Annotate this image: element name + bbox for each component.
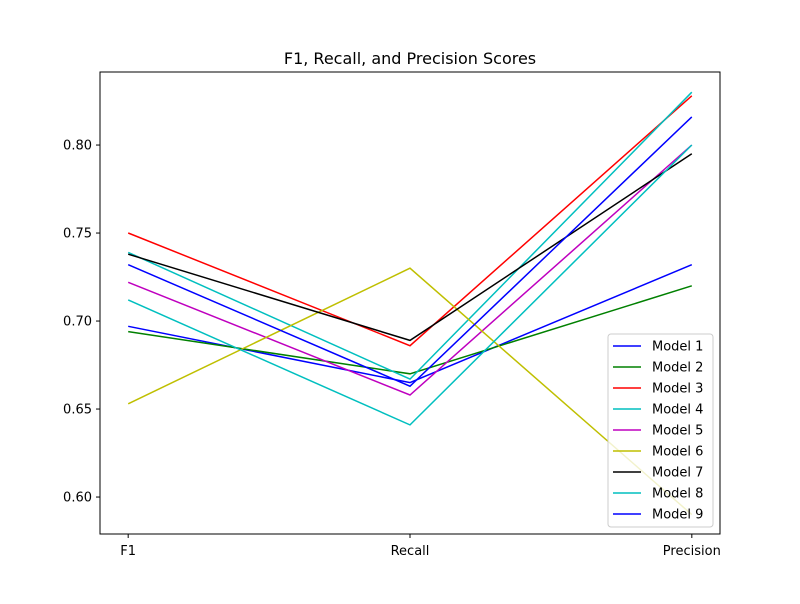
legend-label: Model 5 [652,424,703,439]
series-line-model-6 [127,267,693,516]
y-tick-label: 0.70 [63,315,92,330]
legend-label: Model 9 [652,508,703,523]
legend-entry: Model 6 [613,445,703,460]
legend-label: Model 6 [652,445,703,460]
legend-entry: Model 8 [613,487,703,502]
y-tick-label: 0.60 [63,491,92,506]
series-line-model-2 [128,285,693,375]
legend-entry: Model 9 [613,508,703,523]
legend-entry: Model 4 [613,403,703,418]
y-tick-label: 0.65 [63,403,92,418]
series-line-model-3 [127,95,693,347]
series-line-model-4 [127,91,693,380]
y-tick-label: 0.75 [63,227,92,242]
x-tick-label: Recall [391,544,430,559]
legend-label: Model 3 [652,382,703,397]
x-tick-label: F1 [120,544,136,559]
series-line-model-9 [127,116,693,388]
legend: Model 1 Model 2 Model 3 Model 4 Model 5 Model… [607,333,714,528]
legend-label: Model 1 [652,340,703,355]
legend-label: Model 4 [652,403,703,418]
legend-label: Model 8 [652,487,703,502]
legend-entry: Model 5 [613,424,703,439]
legend-entry: Model 3 [613,382,703,397]
chart-title: F1, Recall, and Precision Scores [284,49,536,68]
y-axis: 0.60 0.65 0.70 0.75 0.80 [63,139,100,506]
series-lines [127,91,693,516]
x-tick-label: Precision [663,544,721,559]
series-line-model-7 [127,153,693,342]
legend-entry: Model 1 [613,340,703,355]
legend-entry: Model 2 [613,361,703,376]
series-line-model-8 [127,144,693,426]
series-line-model-5 [127,144,693,396]
x-axis: F1 Recall Precision [120,534,721,559]
legend-label: Model 2 [652,361,703,376]
legend-entry: Model 7 [613,466,703,481]
series-line-model-1 [128,264,693,384]
y-tick-label: 0.80 [63,139,92,154]
legend-box [607,333,714,528]
legend-label: Model 7 [652,466,703,481]
